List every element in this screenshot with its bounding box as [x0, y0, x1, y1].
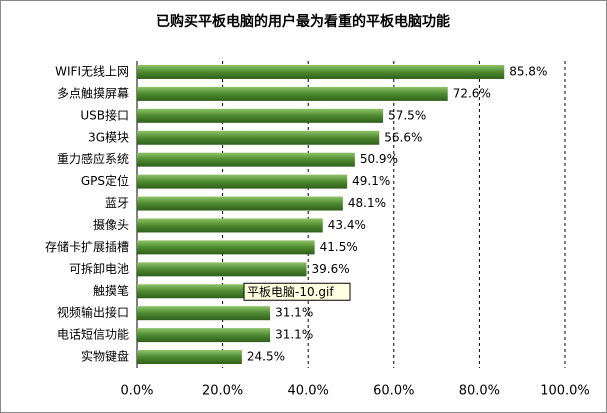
- x-tick-label: 100.0%: [540, 384, 590, 399]
- y-tick-label: 可拆卸电池: [69, 261, 129, 276]
- y-tick-label: 存储卡扩展插槽: [45, 239, 129, 254]
- x-tick-label: 60.0%: [373, 384, 414, 399]
- value-label: 31.1%: [275, 328, 313, 342]
- value-label: 50.9%: [360, 152, 398, 166]
- bar: [137, 64, 505, 79]
- y-tick-label: 实物键盘: [81, 349, 129, 364]
- value-label: 56.6%: [384, 130, 422, 144]
- bar: [137, 152, 355, 167]
- value-label: 85.8%: [509, 64, 547, 78]
- x-tick-label: 80.0%: [459, 384, 500, 399]
- x-tick-label: 20.0%: [202, 384, 243, 399]
- value-label: 24.5%: [247, 350, 285, 364]
- x-tick-label: 0.0%: [120, 384, 153, 399]
- y-tick-label: WIFI无线上网: [55, 64, 129, 78]
- bar: [137, 86, 448, 101]
- value-label: 48.1%: [348, 196, 386, 210]
- value-label: 31.1%: [275, 306, 313, 320]
- y-tick-label: 重力感应系统: [57, 151, 129, 166]
- y-tick-label: 多点触摸屏幕: [57, 86, 129, 100]
- chart-title: 已购买平板电脑的用户最为看重的平板电脑功能: [156, 13, 450, 30]
- y-tick-label: 蓝牙: [105, 196, 129, 210]
- y-tick-label: USB接口: [80, 107, 129, 122]
- tooltip-box: [243, 282, 351, 301]
- value-label: 57.5%: [388, 108, 426, 122]
- value-label: 72.6%: [453, 86, 491, 100]
- bar: [137, 350, 242, 365]
- bar: [137, 174, 348, 189]
- value-label: 49.1%: [352, 174, 390, 188]
- value-label: 39.6%: [311, 262, 349, 276]
- tooltip: 平板电脑-10.gif: [247, 285, 334, 299]
- bar: [137, 108, 384, 123]
- bar: [137, 196, 343, 211]
- bar: [137, 328, 271, 343]
- value-label: 41.5%: [320, 240, 358, 254]
- bar: [137, 130, 380, 145]
- x-tick-label: 40.0%: [288, 384, 329, 399]
- y-tick-label: 电话短信功能: [57, 328, 129, 342]
- y-tick-label: GPS定位: [81, 173, 129, 188]
- value-label: 43.4%: [328, 218, 366, 232]
- y-tick-label: 摄像头: [93, 217, 129, 232]
- bar: [137, 306, 271, 321]
- bar: [137, 262, 307, 277]
- bar: [137, 218, 323, 233]
- y-tick-label: 视频输出接口: [57, 305, 129, 320]
- y-tick-label: 触摸笔: [93, 283, 129, 298]
- bar: [137, 240, 315, 255]
- y-tick-label: 3G模块: [88, 130, 129, 144]
